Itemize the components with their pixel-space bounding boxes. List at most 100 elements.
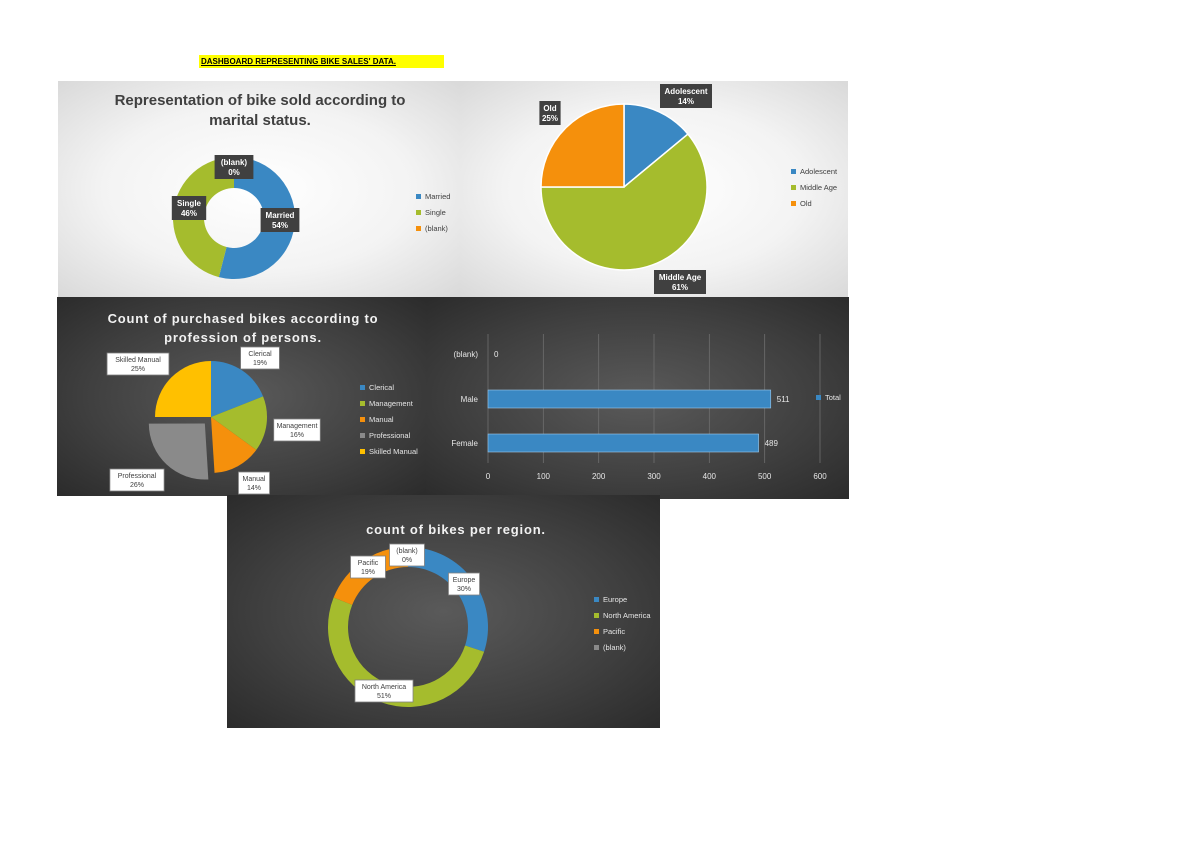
legend-item-middle-age: Middle Age xyxy=(791,183,837,192)
slice-management xyxy=(211,396,267,450)
legend-item-north-america: North America xyxy=(594,611,651,620)
data-label-text: 46% xyxy=(181,209,197,218)
legend-item-old: Old xyxy=(791,199,812,208)
slice-middle-age xyxy=(540,133,708,271)
bar-female xyxy=(487,433,759,453)
age-group-chart: Adolescent 14% Old 25% Middle Age 61% Adolesce… xyxy=(460,81,848,297)
data-label-text: (blank) xyxy=(396,548,417,555)
data-label: Europe 30% xyxy=(448,572,480,596)
bar-male xyxy=(487,389,772,409)
legend-label: Single xyxy=(425,208,446,217)
data-label: Professional 26% xyxy=(109,468,165,492)
legend-item-europe: Europe xyxy=(594,595,627,604)
data-label: 511 xyxy=(777,395,790,404)
legend-item-management: Management xyxy=(360,399,414,408)
page-title: DASHBOARD REPRESENTING BIKE SALES' DATA. xyxy=(199,55,444,68)
profession-chart: Count of purchased bikes according to pro… xyxy=(57,297,427,496)
legend-label: Pacific xyxy=(603,627,625,636)
slice-old xyxy=(540,103,625,188)
slice-professional xyxy=(148,423,209,480)
chart-title: count of bikes per region. xyxy=(366,522,546,537)
chart-title: Representation of bike sold according to xyxy=(115,92,406,109)
legend-item-pacific: Pacific xyxy=(594,627,625,636)
x-tick-label: 500 xyxy=(758,472,772,481)
y-tick-label: Female xyxy=(451,439,478,448)
region-chart: count of bikes per region. (blank) 0% Pacif… xyxy=(227,495,660,728)
chart-title: Count of purchased bikes according to xyxy=(108,311,379,326)
data-label-text: Married xyxy=(266,211,295,220)
legend-label: Management xyxy=(369,399,414,408)
data-label: North America 51% xyxy=(354,679,414,703)
legend-label: Professional xyxy=(369,431,411,440)
data-label: 489 xyxy=(765,439,779,448)
x-tick-label: 300 xyxy=(647,472,661,481)
legend-item-skilled-manual: Skilled Manual xyxy=(360,447,418,456)
data-label: Skilled Manual 25% xyxy=(106,352,170,376)
legend-item-blank: (blank) xyxy=(594,643,626,652)
y-tick-label: Male xyxy=(461,395,479,404)
data-label-text: Professional xyxy=(118,473,157,480)
legend-label: Skilled Manual xyxy=(369,447,418,456)
data-label-text: 0% xyxy=(228,168,240,177)
legend-label: Middle Age xyxy=(800,183,837,192)
data-label-text: Clerical xyxy=(248,351,272,358)
data-label-text: 14% xyxy=(678,97,694,106)
legend-item-manual: Manual xyxy=(360,415,394,424)
chart-svg: Representation of bike sold according to… xyxy=(115,92,450,279)
x-tick-label: 100 xyxy=(537,472,551,481)
data-label: Clerical 19% xyxy=(240,346,280,370)
slice-skilled-manual xyxy=(155,361,211,417)
slice-manual xyxy=(211,417,257,473)
legend-label: North America xyxy=(603,611,651,620)
data-label-text: Skilled Manual xyxy=(115,357,161,364)
slice-clerical xyxy=(211,361,264,417)
data-label-text: 25% xyxy=(542,114,558,123)
chart-svg: count of bikes per region. (blank) 0% Pacif… xyxy=(328,522,651,707)
data-label-text: 61% xyxy=(672,283,688,292)
x-tick-label: 0 xyxy=(486,472,491,481)
data-label-text: Europe xyxy=(453,577,476,584)
legend-label: (blank) xyxy=(425,224,448,233)
data-label-text: 19% xyxy=(361,569,375,576)
legend-label: Manual xyxy=(369,415,394,424)
legend-label: Europe xyxy=(603,595,627,604)
chart-svg: Count of purchased bikes according to pro… xyxy=(106,311,418,495)
data-label-text: Pacific xyxy=(358,560,379,567)
legend-item-blank: (blank) xyxy=(416,224,448,233)
marital-status-chart: Representation of bike sold according to… xyxy=(58,81,460,297)
data-label-text: 16% xyxy=(290,432,304,439)
x-tick-label: 400 xyxy=(703,472,717,481)
data-label-text: Adolescent xyxy=(664,87,707,96)
chart-svg: 0 100 200 300 400 500 600 (blank) 0 Male 511 Female… xyxy=(451,334,841,481)
legend-item-professional: Professional xyxy=(360,431,411,440)
data-label-text: 25% xyxy=(131,366,145,373)
data-label-text: 0% xyxy=(402,557,412,564)
gender-bar-chart: 0 100 200 300 400 500 600 (blank) 0 Male 511 Female… xyxy=(426,297,849,499)
legend-item-single: Single xyxy=(416,208,446,217)
legend-item-total: Total xyxy=(816,393,841,402)
data-label-text: Single xyxy=(177,199,202,208)
data-label: Pacific 19% xyxy=(350,555,386,579)
data-label: (blank)0% xyxy=(214,155,254,179)
data-label-text: 26% xyxy=(130,482,144,489)
data-label-text: 51% xyxy=(377,693,391,700)
chart-title: marital status. xyxy=(209,112,311,129)
legend-item-clerical: Clerical xyxy=(360,383,394,392)
data-label-text: 19% xyxy=(253,360,267,367)
legend-label: Clerical xyxy=(369,383,394,392)
data-label-text: Management xyxy=(277,423,318,430)
legend-item-adolescent: Adolescent xyxy=(791,167,838,176)
legend-label: (blank) xyxy=(603,643,626,652)
x-tick-label: 200 xyxy=(592,472,606,481)
x-tick-label: 600 xyxy=(813,472,827,481)
data-label-text: Manual xyxy=(243,476,266,483)
slice-europe xyxy=(408,547,488,652)
data-label-text: Middle Age xyxy=(659,273,702,282)
y-tick-label: (blank) xyxy=(454,350,479,359)
legend-label: Married xyxy=(425,192,450,201)
